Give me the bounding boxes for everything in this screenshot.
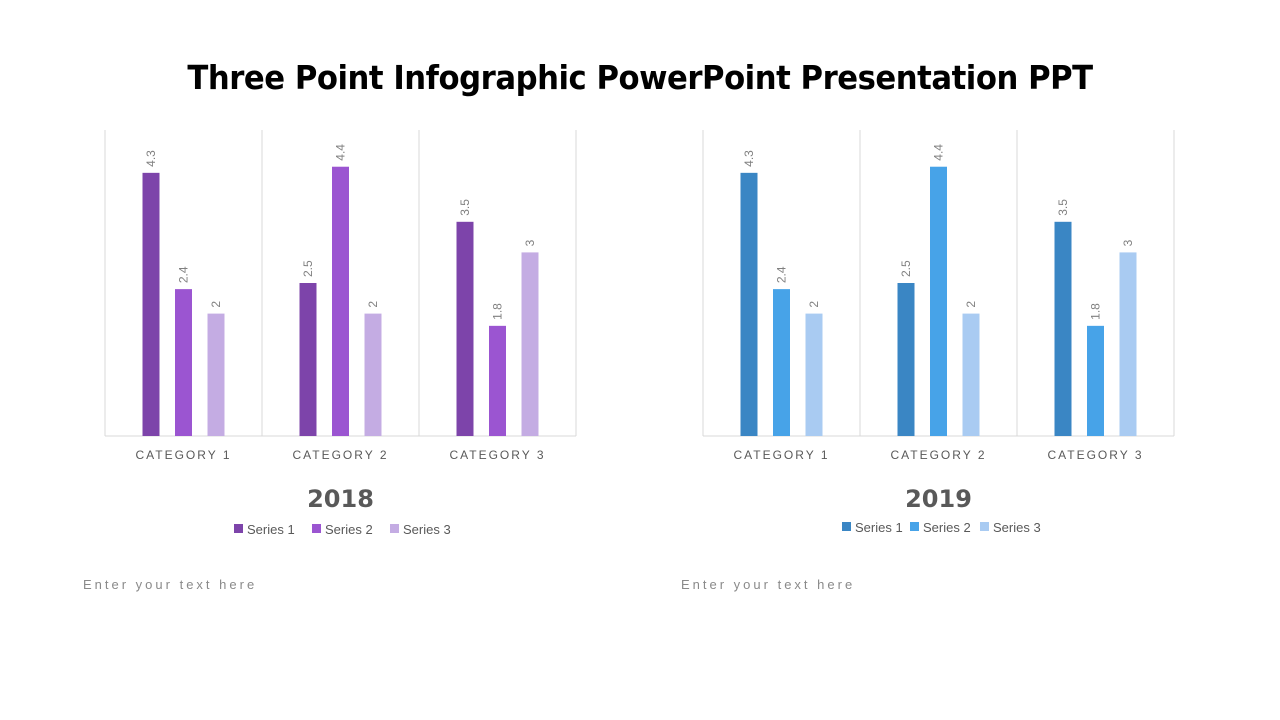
x-tick-label: CATEGORY 2 — [890, 448, 986, 462]
data-label: 4.3 — [144, 150, 158, 167]
legend-swatch — [312, 524, 321, 533]
data-label: 2 — [964, 301, 978, 308]
bar — [805, 313, 823, 436]
bar — [332, 166, 349, 436]
data-label: 2 — [807, 301, 821, 308]
x-tick-label: CATEGORY 1 — [135, 448, 231, 462]
data-label: 3.5 — [1056, 199, 1070, 216]
data-label: 2 — [209, 301, 223, 308]
bar — [930, 166, 947, 436]
data-label: 2.5 — [301, 260, 315, 277]
legend-swatch — [842, 522, 851, 531]
legend-label: Series 3 — [993, 520, 1041, 535]
legend-label: Series 1 — [855, 520, 903, 535]
legend-label: Series 2 — [325, 522, 373, 537]
legend-swatch — [980, 522, 989, 531]
bar — [456, 221, 474, 436]
data-label: 4.4 — [932, 144, 946, 161]
bar — [489, 325, 506, 436]
text-placeholder-right[interactable]: Enter your text here — [681, 577, 856, 592]
legend-swatch — [234, 524, 243, 533]
chart-title: 2018 — [307, 485, 374, 513]
bar — [207, 313, 225, 436]
bar — [1119, 252, 1137, 436]
data-label: 3 — [1121, 239, 1135, 246]
bar — [740, 172, 758, 436]
bar — [142, 172, 160, 436]
data-label: 4.3 — [742, 150, 756, 167]
legend-label: Series 3 — [403, 522, 451, 537]
chart-title: 2019 — [905, 485, 972, 513]
x-tick-label: CATEGORY 3 — [449, 448, 545, 462]
data-label: 4.4 — [334, 144, 348, 161]
data-label: 2.4 — [775, 266, 789, 283]
legend-swatch — [390, 524, 399, 533]
data-label: 2.5 — [899, 260, 913, 277]
legend-swatch — [910, 522, 919, 531]
x-tick-label: CATEGORY 1 — [733, 448, 829, 462]
text-placeholder-left[interactable]: Enter your text here — [83, 577, 258, 592]
bar — [175, 289, 192, 436]
data-label: 3 — [523, 239, 537, 246]
bar — [1054, 221, 1072, 436]
x-tick-label: CATEGORY 2 — [292, 448, 388, 462]
data-label: 1.8 — [491, 303, 505, 320]
bar — [299, 283, 317, 436]
slide-title: Three Point Infographic PowerPoint Prese… — [187, 58, 1093, 97]
data-label: 2.4 — [177, 266, 191, 283]
data-label: 3.5 — [458, 199, 472, 216]
data-label: 1.8 — [1089, 303, 1103, 320]
bar — [521, 252, 539, 436]
bar — [897, 283, 915, 436]
bar — [364, 313, 382, 436]
legend-label: Series 2 — [923, 520, 971, 535]
legend-label: Series 1 — [247, 522, 295, 537]
data-label: 2 — [366, 301, 380, 308]
bar — [773, 289, 790, 436]
bar — [962, 313, 980, 436]
bar — [1087, 325, 1104, 436]
x-tick-label: CATEGORY 3 — [1047, 448, 1143, 462]
